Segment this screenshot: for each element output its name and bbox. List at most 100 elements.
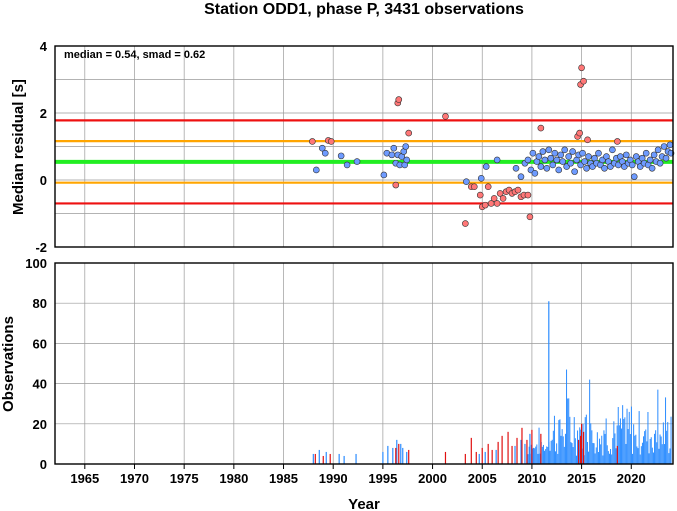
data-point (660, 143, 668, 150)
data-point (402, 143, 410, 150)
y-tick-label: 20 (33, 417, 47, 432)
data-point (313, 166, 320, 174)
y-axis-label-residual: Median residual [s] (10, 79, 27, 215)
data-point (470, 183, 478, 190)
data-point (551, 149, 559, 157)
data-point (493, 156, 501, 164)
x-tick-label: 2015 (567, 471, 596, 486)
data-point (337, 152, 345, 160)
data-point (614, 138, 621, 145)
data-point (477, 175, 485, 182)
x-tick-label: 1985 (269, 471, 298, 486)
data-point (666, 141, 674, 149)
data-point (580, 77, 587, 85)
panel-frame (54, 262, 674, 465)
data-point (547, 154, 555, 162)
data-point (526, 213, 534, 221)
data-point (493, 200, 501, 207)
data-point (309, 138, 316, 145)
data-point (650, 151, 658, 159)
x-axis-label: Year (348, 496, 380, 511)
y-tick-label: 0 (40, 457, 47, 472)
data-point (642, 149, 650, 157)
data-point (579, 149, 586, 157)
data-point (601, 164, 608, 172)
y-tick-label: 60 (33, 336, 47, 351)
data-point (585, 153, 592, 160)
x-tick-label: 2010 (517, 471, 546, 486)
data-point (553, 156, 561, 164)
data-point (537, 163, 545, 170)
data-point (583, 164, 590, 172)
data-point (656, 159, 664, 167)
y-tick-label: 4 (40, 39, 48, 54)
data-point (584, 136, 591, 144)
data-point (576, 129, 583, 137)
x-tick-label: 2020 (617, 471, 646, 486)
data-point (571, 168, 578, 175)
y-tick-label: 40 (33, 377, 47, 392)
data-point (496, 190, 504, 197)
data-point (481, 201, 489, 209)
data-point (353, 158, 361, 165)
data-point (557, 151, 565, 159)
x-tick-label: 1975 (170, 471, 199, 486)
y-tick-label: -2 (35, 240, 47, 255)
data-point (628, 161, 636, 169)
x-tick-label: 1995 (368, 471, 397, 486)
data-point (662, 154, 670, 162)
data-point (537, 124, 545, 132)
data-point (484, 183, 492, 190)
data-point (499, 195, 507, 202)
x-tick-label: 2000 (418, 471, 447, 486)
data-point (539, 148, 547, 155)
data-point (476, 191, 484, 199)
data-point (595, 149, 602, 157)
data-point (512, 164, 520, 172)
data-point (490, 195, 498, 202)
data-point (531, 170, 539, 177)
data-point (327, 138, 335, 145)
data-point (569, 148, 576, 155)
x-tick-label: 1965 (70, 471, 99, 486)
x-tick-label: 1980 (219, 471, 248, 486)
data-point (462, 220, 469, 227)
data-point (514, 186, 522, 194)
data-point (549, 161, 557, 169)
data-point (524, 156, 532, 164)
data-point (395, 96, 403, 103)
data-point (543, 164, 551, 172)
data-point (648, 164, 656, 172)
data-point (524, 191, 532, 199)
data-point (482, 163, 490, 170)
data-point (623, 151, 630, 159)
data-point (321, 149, 329, 157)
y-tick-label: 0 (40, 173, 47, 188)
data-point (555, 166, 563, 174)
observations-panel: 1965 1970 1975 1980 1985 1990 1995 2000 2005 2010… (25, 256, 674, 486)
x-tick-label: 1990 (319, 471, 348, 486)
data-point (609, 146, 616, 154)
data-point (403, 156, 411, 164)
data-point (463, 178, 470, 185)
data-point (442, 113, 449, 120)
chart-title: Station ODD1, phase P, 3431 observations (204, 1, 524, 18)
data-point (343, 161, 351, 169)
data-point (578, 64, 585, 72)
stats-annotation: median = 0.54, smad = 0.62 (64, 49, 205, 61)
panel-frame (54, 45, 674, 248)
data-point (541, 156, 549, 164)
data-point (581, 158, 588, 165)
data-point (545, 146, 553, 154)
y-tick-label: 100 (25, 256, 47, 271)
data-point (630, 173, 638, 180)
data-point (529, 149, 537, 157)
x-tick-label: 2005 (468, 471, 497, 486)
y-axis-label-observations: Observations (0, 316, 17, 412)
residual-panel: -2 0 2 4 (35, 39, 675, 255)
data-point (561, 146, 569, 154)
data-point (567, 159, 574, 167)
data-point (405, 129, 413, 137)
data-point (646, 156, 654, 164)
